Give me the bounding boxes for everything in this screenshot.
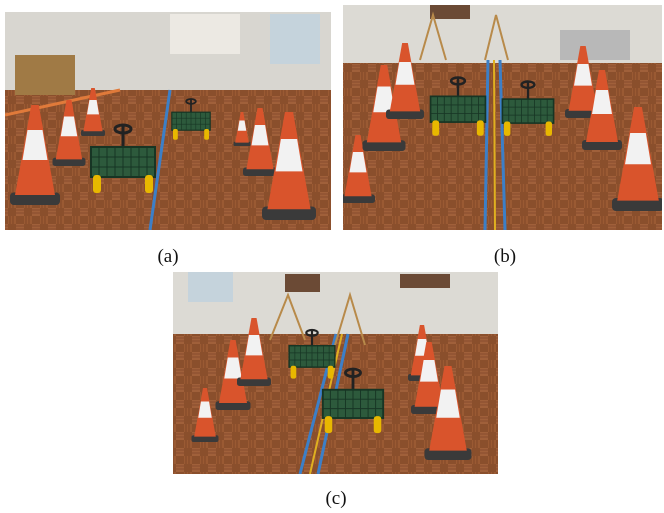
photo-a bbox=[5, 12, 331, 230]
photos bbox=[0, 0, 664, 513]
caption: (b) bbox=[494, 246, 516, 268]
figure: (a) (b) (c) bbox=[0, 0, 664, 513]
photo-c bbox=[173, 272, 498, 474]
photo-b bbox=[341, 5, 664, 230]
caption: (c) bbox=[325, 488, 346, 510]
caption: (a) bbox=[157, 246, 178, 268]
